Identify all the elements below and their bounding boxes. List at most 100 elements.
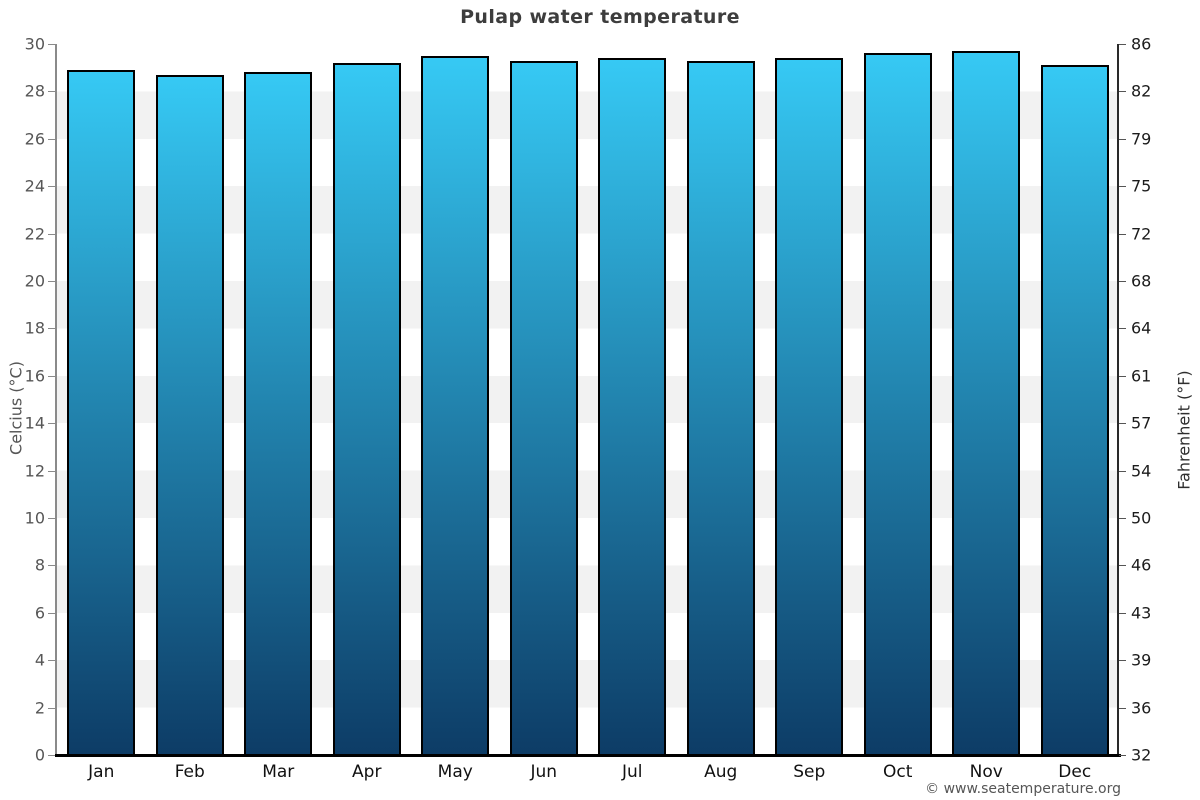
bar-oct xyxy=(863,53,932,755)
bar-jul xyxy=(598,58,667,755)
bar-slot-jul xyxy=(588,44,677,755)
fahrenheit-tick-label-61: 61 xyxy=(1131,366,1152,386)
x-label-jun: Jun xyxy=(530,762,558,782)
fahrenheit-tick-mark-57 xyxy=(1119,423,1126,425)
x-label-mar: Mar xyxy=(262,762,295,782)
celsius-tick-mark-30 xyxy=(48,44,55,45)
fahrenheit-tick-mark-36 xyxy=(1119,707,1126,709)
x-label-may: May xyxy=(437,762,473,782)
celsius-tick-mark-26 xyxy=(48,138,55,140)
fahrenheit-tick-mark-43 xyxy=(1119,612,1126,614)
bar-mar xyxy=(244,72,313,755)
y-axis-left: 30 28 26 24 22 20 18 16 14 12 10 8 6 4 2 0 xyxy=(0,35,55,765)
x-axis-labels: Jan Feb Mar Apr May Jun Jul Aug Sep Oct Nov Dec xyxy=(57,762,1119,782)
celsius-tick-label-10: 10 xyxy=(24,508,45,528)
fahrenheit-tick-label-64: 64 xyxy=(1131,318,1152,338)
bar-jan xyxy=(67,70,136,755)
fahrenheit-tick-mark-79 xyxy=(1119,138,1126,140)
fahrenheit-tick-mark-64 xyxy=(1119,328,1126,330)
celsius-tick-label-22: 22 xyxy=(24,224,45,244)
x-label-jul: Jul xyxy=(621,762,643,782)
bar-slot-jan xyxy=(57,44,146,755)
celsius-tick-label-18: 18 xyxy=(24,318,45,338)
bar-slot-feb xyxy=(146,44,235,755)
fahrenheit-tick-mark-75 xyxy=(1119,186,1126,188)
celsius-tick-mark-0 xyxy=(48,755,55,756)
celsius-tick-mark-10 xyxy=(48,518,55,519)
y-axis-line-left xyxy=(55,44,57,755)
celsius-tick-label-4: 4 xyxy=(34,650,45,670)
x-label-jan: Jan xyxy=(88,762,115,782)
chart-title: Pulap water temperature xyxy=(460,6,740,28)
celsius-tick-mark-24 xyxy=(48,186,55,188)
fahrenheit-tick-mark-61 xyxy=(1119,375,1126,377)
x-label-sep: Sep xyxy=(793,762,826,782)
bar-slot-apr xyxy=(323,44,412,755)
fahrenheit-tick-label-68: 68 xyxy=(1131,271,1152,291)
fahrenheit-tick-mark-72 xyxy=(1119,233,1126,235)
bar-feb xyxy=(155,74,224,755)
celsius-tick-label-12: 12 xyxy=(24,461,45,481)
celsius-tick-mark-16 xyxy=(48,375,55,377)
celsius-tick-mark-22 xyxy=(48,233,55,235)
bar-aug xyxy=(686,60,755,755)
x-label-oct: Oct xyxy=(883,762,913,782)
x-label-feb: Feb xyxy=(174,762,205,782)
fahrenheit-tick-label-79: 79 xyxy=(1131,129,1152,149)
fahrenheit-tick-mark-46 xyxy=(1119,565,1126,567)
fahrenheit-tick-label-86: 86 xyxy=(1131,34,1152,54)
x-label-dec: Dec xyxy=(1058,762,1092,782)
fahrenheit-tick-label-39: 39 xyxy=(1131,650,1152,670)
fahrenheit-tick-mark-39 xyxy=(1119,660,1126,662)
fahrenheit-tick-label-82: 82 xyxy=(1131,81,1152,101)
bar-apr xyxy=(332,62,401,755)
x-axis-line xyxy=(55,754,1121,757)
celsius-tick-mark-12 xyxy=(48,470,55,472)
celsius-tick-label-28: 28 xyxy=(24,81,45,101)
x-label-aug: Aug xyxy=(704,762,738,782)
y-axis-title-fahrenheit: Fahrenheit (°F) xyxy=(1174,370,1194,490)
footer-credit: © www.seatemperature.org xyxy=(925,781,1121,797)
bars-row xyxy=(57,44,1119,755)
fahrenheit-tick-label-75: 75 xyxy=(1131,176,1152,196)
celsius-tick-label-30: 30 xyxy=(24,34,45,54)
celsius-tick-label-26: 26 xyxy=(24,129,45,149)
bar-slot-may xyxy=(411,44,500,755)
fahrenheit-tick-mark-68 xyxy=(1119,281,1126,282)
fahrenheit-tick-mark-54 xyxy=(1119,470,1126,472)
fahrenheit-tick-mark-86 xyxy=(1119,44,1126,45)
fahrenheit-tick-label-50: 50 xyxy=(1131,508,1152,528)
bar-may xyxy=(421,55,490,755)
bar-jun xyxy=(509,60,578,755)
bar-sep xyxy=(775,58,844,755)
celsius-tick-label-8: 8 xyxy=(34,555,45,575)
celsius-tick-mark-8 xyxy=(48,565,55,567)
plot-area xyxy=(57,44,1119,755)
celsius-tick-mark-28 xyxy=(48,91,55,93)
bar-nov xyxy=(952,51,1021,755)
fahrenheit-tick-mark-32 xyxy=(1119,755,1126,756)
fahrenheit-tick-label-36: 36 xyxy=(1131,698,1152,718)
bar-slot-mar xyxy=(234,44,323,755)
bar-slot-nov xyxy=(942,44,1031,755)
fahrenheit-tick-label-57: 57 xyxy=(1131,413,1152,433)
celsius-tick-label-0: 0 xyxy=(34,745,45,765)
celsius-tick-label-2: 2 xyxy=(34,698,45,718)
fahrenheit-tick-label-43: 43 xyxy=(1131,603,1152,623)
celsius-tick-mark-20 xyxy=(48,281,55,282)
fahrenheit-tick-label-72: 72 xyxy=(1131,224,1152,244)
bar-slot-dec xyxy=(1031,44,1120,755)
celsius-tick-label-6: 6 xyxy=(34,603,45,623)
bar-slot-oct xyxy=(854,44,943,755)
celsius-tick-label-14: 14 xyxy=(24,413,45,433)
celsius-tick-label-24: 24 xyxy=(24,176,45,196)
bar-slot-jun xyxy=(500,44,589,755)
fahrenheit-tick-mark-82 xyxy=(1119,91,1126,93)
y-axis-right: 86 82 79 75 72 68 64 61 57 54 50 46 43 39 36 32 xyxy=(1119,35,1200,765)
fahrenheit-tick-label-46: 46 xyxy=(1131,555,1152,575)
celsius-tick-mark-4 xyxy=(48,660,55,662)
x-label-nov: Nov xyxy=(969,762,1003,782)
celsius-tick-label-16: 16 xyxy=(24,366,45,386)
y-axis-title-celsius: Celcius (°C) xyxy=(6,361,26,455)
